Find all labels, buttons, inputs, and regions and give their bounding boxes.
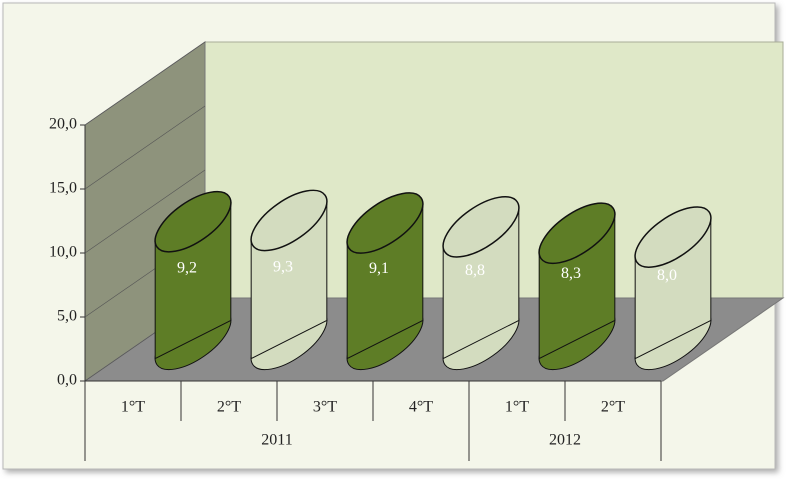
cylinder-top xyxy=(154,190,232,253)
x-tick-label: 3°T xyxy=(313,399,337,416)
value-label: 8,0 xyxy=(657,267,677,284)
cylinder-top xyxy=(250,189,328,252)
value-label: 9,3 xyxy=(273,259,293,276)
cylinder: 8,0 xyxy=(634,206,712,371)
y-tick-label: 0,0 xyxy=(57,372,77,389)
cylinder: 9,3 xyxy=(250,189,328,371)
group-label: 2012 xyxy=(549,432,581,449)
group-label: 2011 xyxy=(261,432,292,449)
y-tick-label: 5,0 xyxy=(57,308,77,325)
cylinder-top xyxy=(442,196,520,258)
y-tick-label: 10,0 xyxy=(49,244,77,261)
x-tick-label: 2°T xyxy=(601,399,625,416)
cylinder-top xyxy=(538,202,616,265)
cylinder: 9,1 xyxy=(346,192,424,371)
cylinder: 9,2 xyxy=(154,190,232,371)
value-label: 8,3 xyxy=(561,265,581,282)
cylinder: 8,3 xyxy=(538,202,616,371)
cylinder-top xyxy=(346,192,424,254)
grid-line xyxy=(84,105,206,190)
x-tick-label: 2°T xyxy=(217,399,241,416)
value-label: 9,1 xyxy=(369,260,389,277)
y-tick-label: 20,0 xyxy=(49,116,77,133)
value-label: 9,2 xyxy=(177,259,197,276)
x-tick-label: 1°T xyxy=(505,399,529,416)
cylinder: 8,8 xyxy=(442,196,520,371)
x-tick-label: 4°T xyxy=(409,399,433,416)
plot: 0,0 5,0 10,0 15,0 20,0 1°T 2°T 3°T 4°T 2011 1°T 2°T… xyxy=(49,41,712,461)
grid-line xyxy=(84,169,206,254)
grid-line xyxy=(84,41,206,126)
value-label: 8,8 xyxy=(465,262,485,279)
y-tick-label: 15,0 xyxy=(49,180,77,197)
cylinder-top xyxy=(634,206,712,268)
x-tick-label: 1°T xyxy=(121,399,145,416)
